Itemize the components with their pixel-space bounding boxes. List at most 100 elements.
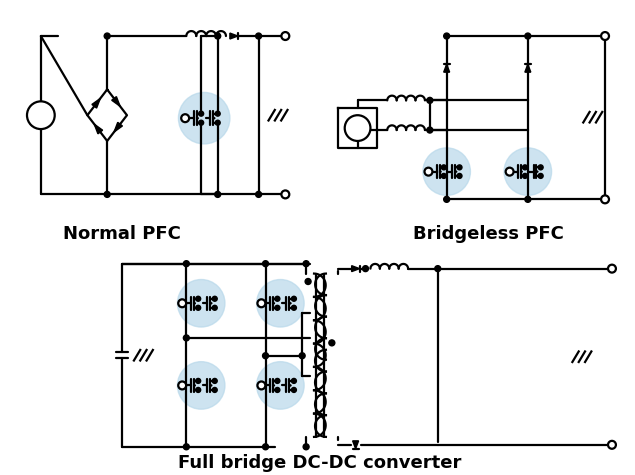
Circle shape [215,191,221,198]
Circle shape [212,379,217,383]
Circle shape [424,168,432,176]
Circle shape [291,296,297,301]
Circle shape [281,32,290,40]
Polygon shape [94,124,103,134]
Circle shape [345,115,370,141]
Circle shape [441,165,446,170]
Circle shape [27,101,55,129]
Circle shape [104,191,110,198]
Circle shape [184,444,189,450]
Circle shape [427,97,433,104]
Polygon shape [521,171,523,173]
Circle shape [196,296,201,301]
Circle shape [291,388,297,392]
Circle shape [457,173,462,179]
Polygon shape [525,64,531,72]
Polygon shape [213,117,215,119]
Circle shape [184,335,189,341]
Circle shape [215,111,220,116]
Polygon shape [290,302,291,304]
Circle shape [281,190,290,199]
Circle shape [256,191,262,198]
Circle shape [199,120,204,125]
Polygon shape [210,384,212,387]
Circle shape [299,353,305,359]
Circle shape [257,381,265,389]
Polygon shape [352,266,359,272]
Circle shape [363,266,368,272]
Circle shape [275,388,280,392]
Circle shape [181,114,189,122]
Circle shape [196,379,201,383]
Circle shape [215,33,221,39]
Polygon shape [194,384,196,387]
Circle shape [423,148,471,195]
Circle shape [178,93,230,144]
Polygon shape [273,384,275,387]
Circle shape [177,361,225,409]
Polygon shape [444,64,450,72]
Circle shape [212,296,217,301]
Circle shape [303,444,309,450]
Circle shape [608,441,616,449]
Polygon shape [352,441,359,449]
Circle shape [262,353,269,359]
Circle shape [178,299,186,307]
Circle shape [256,33,262,39]
Circle shape [329,340,335,346]
Circle shape [305,278,311,285]
Polygon shape [114,123,123,132]
Polygon shape [290,384,291,387]
Circle shape [608,265,616,273]
Polygon shape [273,302,275,304]
Text: Normal PFC: Normal PFC [63,225,181,243]
Text: Full bridge DC-DC converter: Full bridge DC-DC converter [178,454,462,472]
Polygon shape [455,171,457,173]
Polygon shape [112,96,120,106]
Circle shape [184,261,189,266]
Circle shape [505,168,514,176]
Circle shape [262,444,269,450]
Circle shape [525,33,531,39]
Circle shape [538,165,543,170]
Polygon shape [210,302,212,304]
Circle shape [177,279,225,327]
Circle shape [504,148,552,195]
Circle shape [291,305,297,310]
Circle shape [525,196,531,202]
Circle shape [104,33,110,39]
Circle shape [444,196,450,202]
Circle shape [457,165,462,170]
Circle shape [257,279,304,327]
Circle shape [601,195,609,203]
Circle shape [538,173,543,179]
Circle shape [523,165,528,170]
Circle shape [275,296,280,301]
Circle shape [444,33,450,39]
Circle shape [435,266,441,272]
Circle shape [212,305,217,310]
Polygon shape [537,171,538,173]
Circle shape [441,173,446,179]
Polygon shape [92,98,100,108]
Circle shape [303,261,309,266]
Polygon shape [197,117,199,119]
Polygon shape [439,171,441,173]
Circle shape [215,120,220,125]
Circle shape [196,388,201,392]
Text: Bridgeless PFC: Bridgeless PFC [413,225,564,243]
Circle shape [427,127,433,133]
Circle shape [275,305,280,310]
Circle shape [257,299,265,307]
Circle shape [523,173,528,179]
Circle shape [212,388,217,392]
Circle shape [196,305,201,310]
Circle shape [262,261,269,266]
Polygon shape [194,302,196,304]
Polygon shape [230,33,238,39]
Circle shape [178,381,186,389]
Circle shape [601,32,609,40]
Circle shape [291,379,297,383]
Circle shape [199,111,204,116]
Circle shape [257,361,304,409]
